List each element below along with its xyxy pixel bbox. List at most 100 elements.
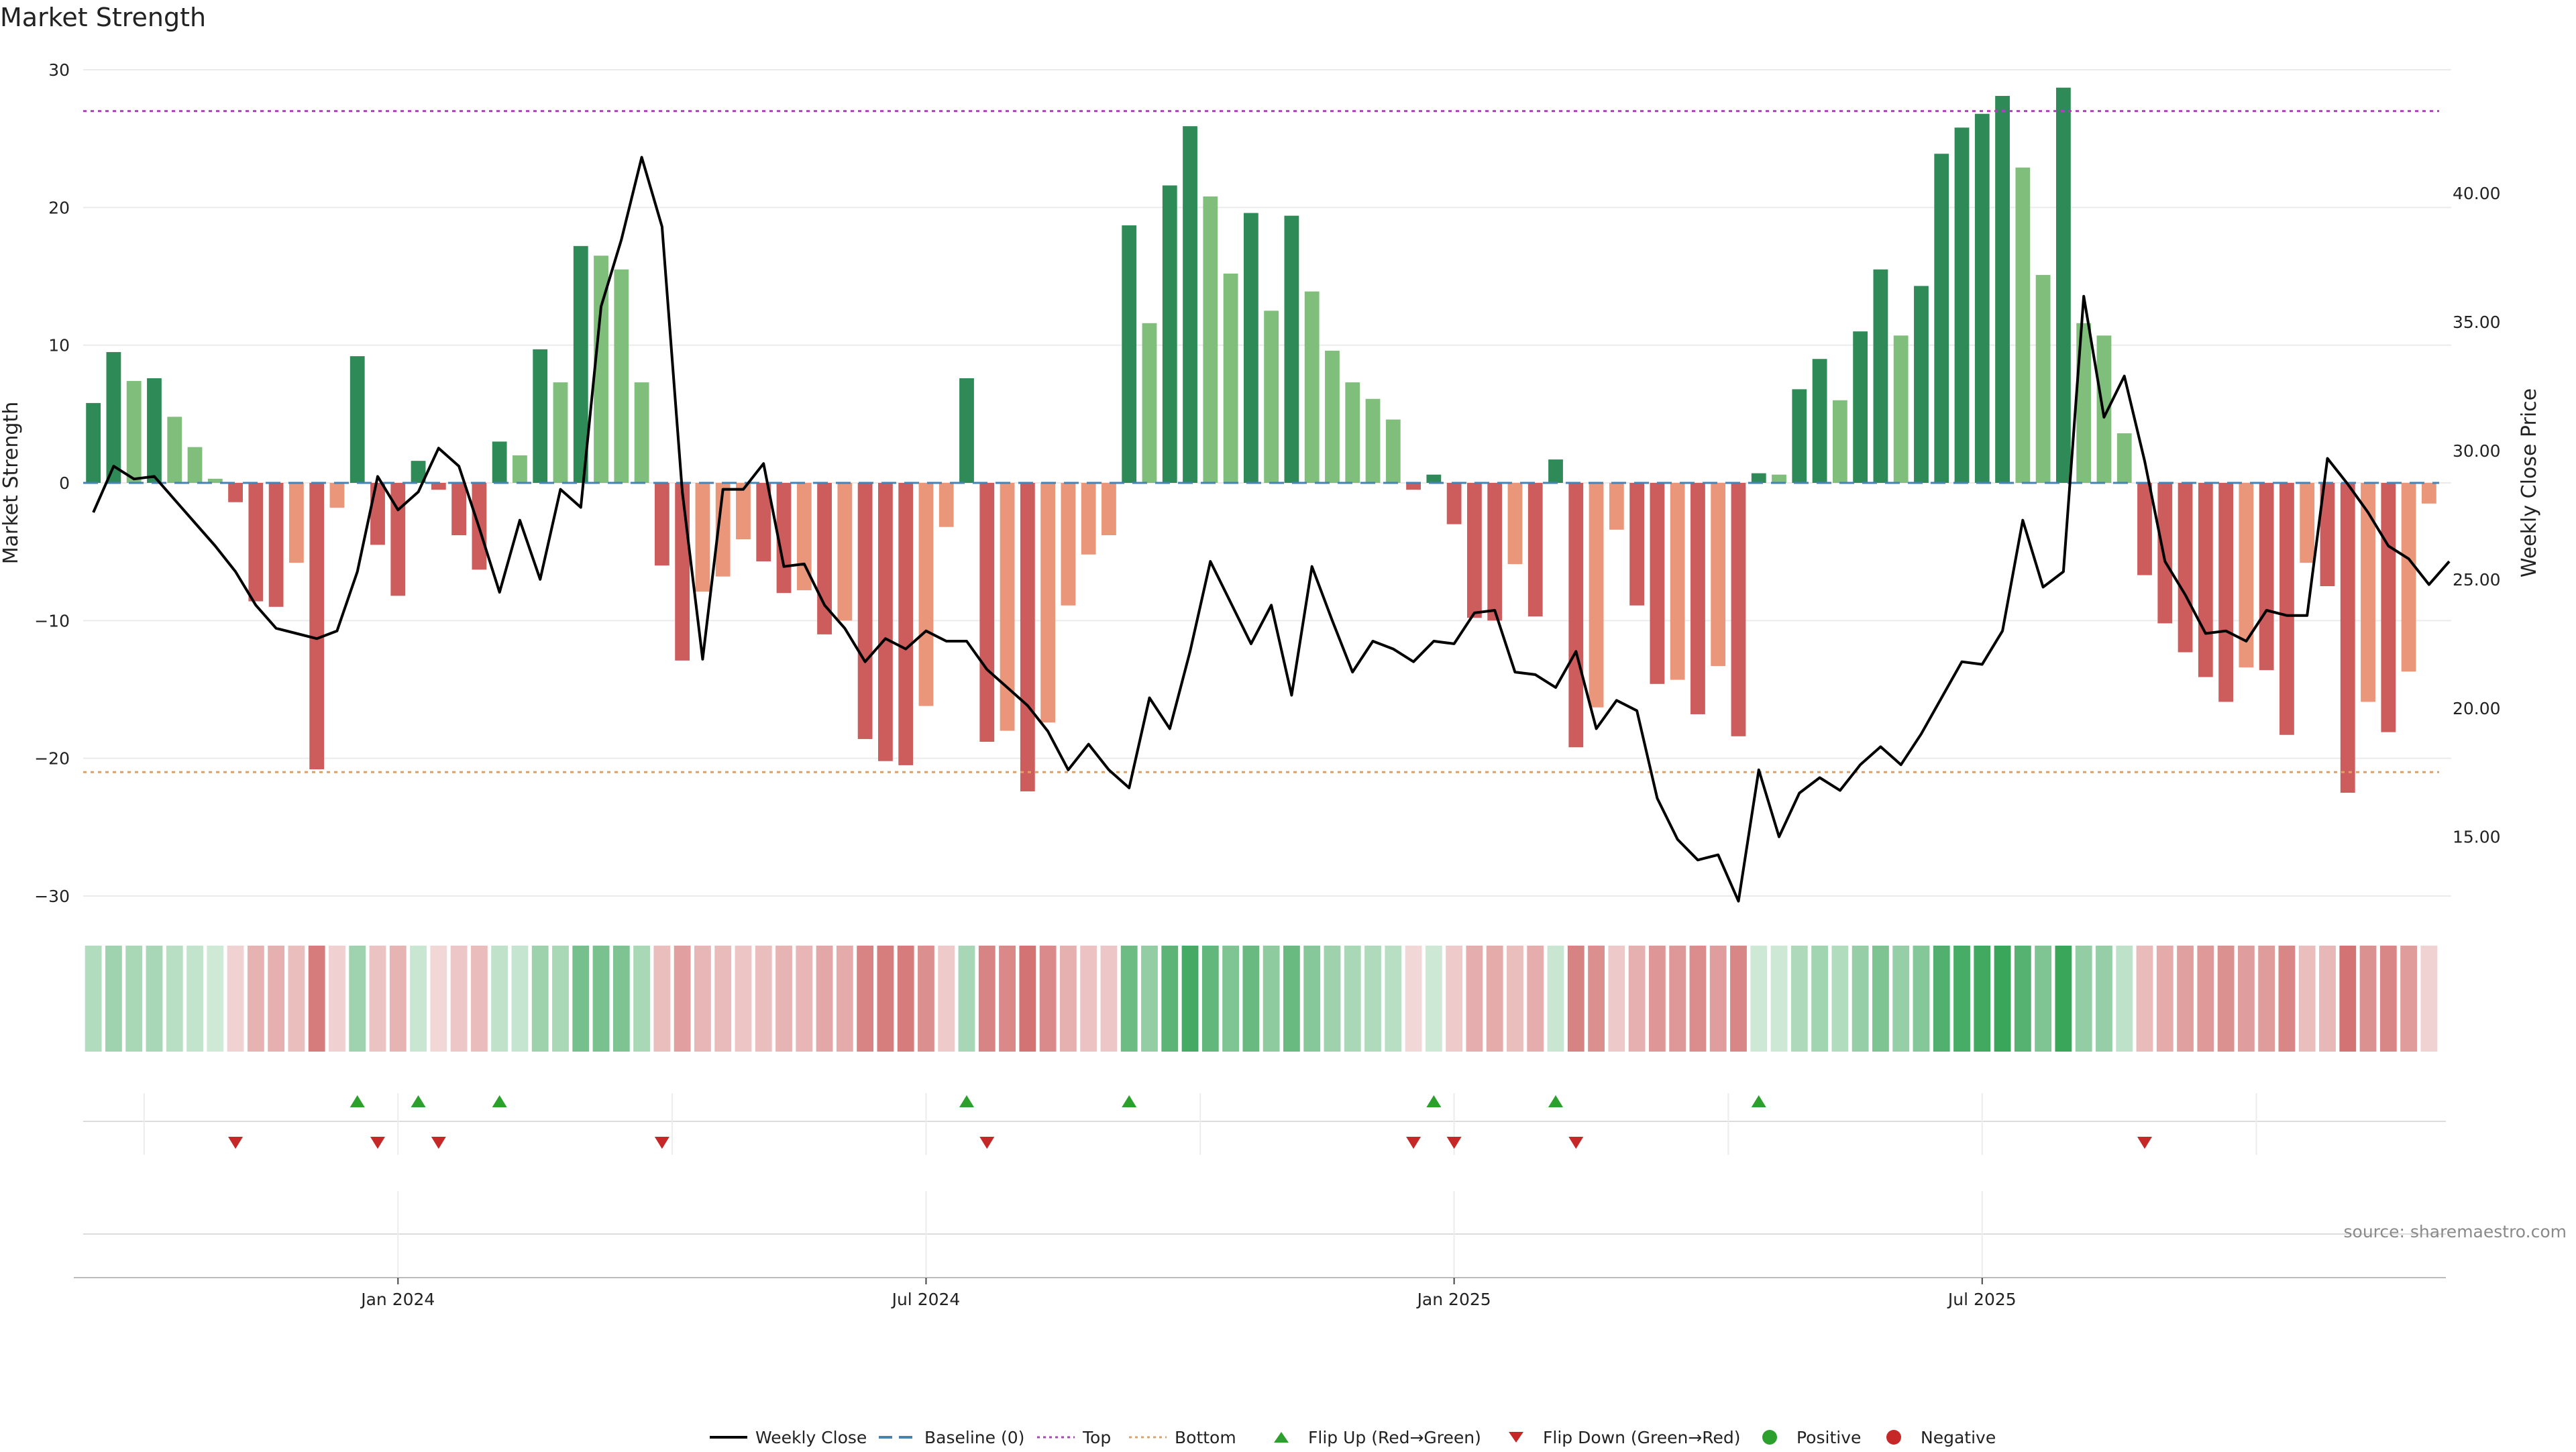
y-tick-label: −30 [34, 887, 70, 906]
legend-glyph [1886, 1430, 1901, 1445]
heat-cell [1628, 946, 1646, 1052]
legend: Weekly Close Baseline (0) Top Bottom Flip Up… [0, 1425, 2576, 1452]
strength-bar [553, 382, 568, 483]
flip-up-marker [959, 1095, 974, 1107]
heat-cell [329, 946, 345, 1052]
strength-bar [1934, 154, 1949, 483]
strength-bar [1385, 419, 1401, 483]
date-layer: Jan 2024 Jul 2024 Jan 2025 Jul 2025 [74, 1191, 2446, 1309]
heat-cell [470, 946, 488, 1052]
strength-bar [715, 483, 731, 577]
heat-cell [2116, 946, 2133, 1052]
strength-bar [1893, 335, 1909, 483]
heat-cell [714, 946, 732, 1052]
strength-bar [451, 483, 467, 536]
heat-cell [1466, 946, 1483, 1052]
legend-glyph [1274, 1432, 1289, 1443]
heat-cell [612, 946, 630, 1052]
weekly-close-line [92, 156, 2451, 903]
strength-bar [1264, 311, 1279, 483]
strength-bar [1690, 483, 1705, 714]
strength-bar [2116, 433, 2132, 483]
heat-cell [491, 946, 508, 1052]
strength-bar [837, 483, 853, 621]
legend-swatch [1274, 1432, 1289, 1443]
flip-up-marker [492, 1095, 507, 1107]
heat-cell [1324, 946, 1341, 1052]
heat-cell [1385, 946, 1402, 1052]
flip-layer [83, 1093, 2446, 1155]
flip-up-marker [1426, 1095, 1442, 1107]
heat-cell [1364, 946, 1381, 1052]
strength-bar [2279, 483, 2294, 735]
heat-cell [1120, 946, 1138, 1052]
ref-layer [83, 110, 2439, 773]
heat-cell [1547, 946, 1564, 1052]
axis-layer: −30 −20 −10 0 10 20 30 15.00 20.00 25.00 30.00 35.0… [0, 60, 2541, 906]
strength-bar [2361, 483, 2375, 702]
strength-bar [533, 349, 548, 483]
heat-cell [674, 946, 691, 1052]
heat-cell [1222, 946, 1239, 1052]
heat-cell [1039, 946, 1057, 1052]
strength-bar [634, 382, 649, 483]
strength-bar [1365, 398, 1381, 483]
heat-cell [1750, 946, 1768, 1052]
strength-bar [1020, 483, 1035, 791]
heat-cell [1872, 946, 1889, 1052]
heat-cell [1181, 946, 1199, 1052]
flip-up-marker [411, 1095, 426, 1107]
heat-cell [410, 946, 427, 1052]
legend-glyph [1509, 1432, 1523, 1443]
heat-cell [2278, 946, 2296, 1052]
flip-down-marker [431, 1137, 446, 1149]
heat-cell [1770, 946, 1788, 1052]
strength-bar [228, 483, 243, 502]
legend-swatch [710, 1436, 747, 1439]
strength-bar [2300, 483, 2315, 563]
heat-cell [207, 946, 224, 1052]
flip-down-marker [1446, 1137, 1462, 1149]
strength-bar [492, 441, 507, 483]
heat-cell [572, 946, 590, 1052]
y-tick-label: 0 [59, 473, 70, 493]
heat-cell [1527, 946, 1544, 1052]
legend-label: Negative [1921, 1427, 1996, 1447]
heat-cell [1019, 946, 1036, 1052]
heat-cell [125, 946, 143, 1052]
heat-cell [1933, 946, 1950, 1052]
strength-bar [2015, 167, 2031, 483]
heat-cell [1242, 946, 1260, 1052]
strength-bar [2096, 335, 2112, 483]
heat-cell [308, 946, 325, 1052]
flip-down-marker [2137, 1137, 2152, 1149]
flip-down-marker [228, 1137, 244, 1149]
heat-cell [2400, 946, 2417, 1052]
heat-cell [2014, 946, 2031, 1052]
heat-cell [146, 946, 163, 1052]
heat-cell [1913, 946, 1930, 1052]
strength-bar [167, 416, 182, 483]
heat-cell [2339, 946, 2357, 1052]
y-tick-label: 10 [48, 336, 70, 355]
strength-bar [1243, 213, 1258, 483]
strength-bar [1812, 359, 1827, 483]
strength-bar [1954, 127, 1970, 484]
strength-bar [1345, 382, 1360, 483]
heat-cell [775, 946, 792, 1052]
x-tick-label: Jul 2024 [891, 1290, 961, 1309]
strength-bar [1974, 113, 1990, 483]
heat-cell [247, 946, 264, 1052]
strength-bar [979, 483, 995, 742]
heat-cell [389, 946, 407, 1052]
heat-cell [227, 946, 244, 1052]
heat-cell [268, 946, 285, 1052]
strength-bar [288, 483, 304, 563]
heat-cell [1669, 946, 1686, 1052]
heat-cell [1689, 946, 1707, 1052]
legend-swatch [1129, 1436, 1167, 1439]
heat-cell [918, 946, 934, 1052]
legend-label: Bottom [1175, 1427, 1236, 1447]
strength-bar [1589, 483, 1604, 708]
strength-bar [1426, 474, 1442, 483]
